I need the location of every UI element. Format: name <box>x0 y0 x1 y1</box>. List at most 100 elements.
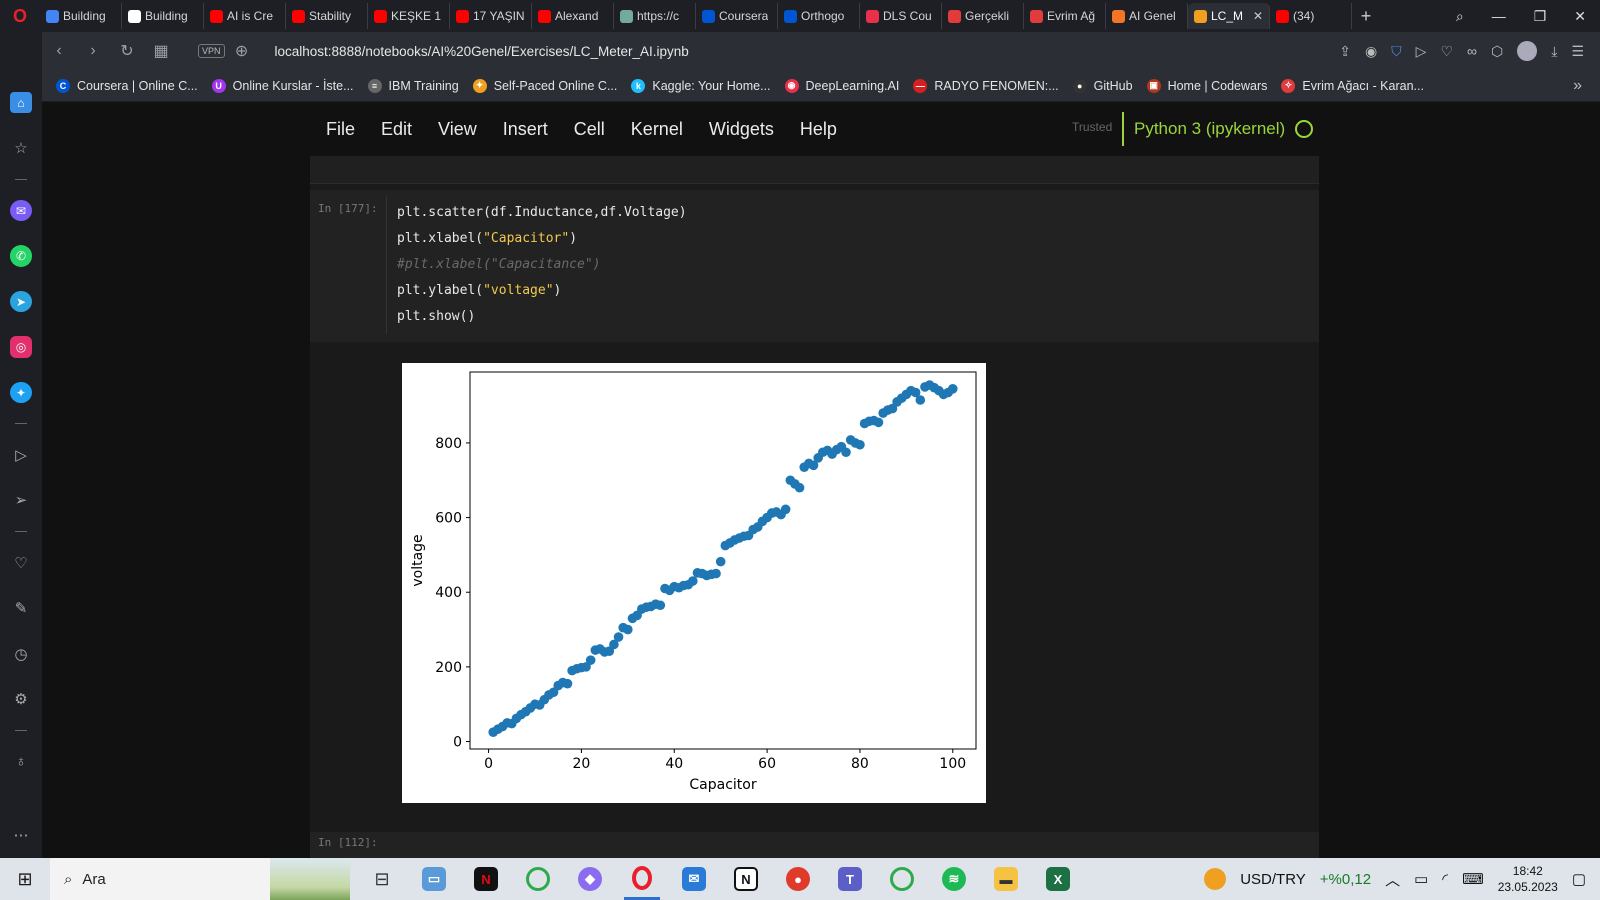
restore-button[interactable]: ❐ <box>1533 7 1547 24</box>
excel-icon[interactable]: X <box>1040 858 1076 900</box>
currency-widget-icon[interactable] <box>1204 868 1227 890</box>
menu-item-kernel[interactable]: Kernel <box>630 118 683 139</box>
teams-icon[interactable]: T <box>832 858 868 900</box>
messenger-icon[interactable]: ✉ <box>10 199 32 222</box>
notifications-icon[interactable]: ▢ <box>1571 871 1586 888</box>
site-info-icon[interactable]: ⊕ <box>234 43 249 60</box>
vpn-badge[interactable]: VPN <box>198 44 225 58</box>
next-code-cell[interactable]: In [112]: <box>310 832 1319 858</box>
browser-tab[interactable]: Gerçekli <box>942 3 1024 29</box>
sync-app-icon[interactable] <box>884 858 920 900</box>
keyboard-icon[interactable]: ⌨ <box>1462 871 1484 888</box>
reload-button[interactable]: ↻ <box>120 43 134 60</box>
browser-tab[interactable]: (34) <box>1270 3 1352 29</box>
new-tab-button[interactable]: + <box>1360 5 1372 26</box>
bookmarks-star-icon[interactable]: ☆ <box>14 140 28 158</box>
spotify-icon[interactable]: ≋ <box>936 858 972 900</box>
browser-tab[interactable]: 17 YAŞIN <box>450 3 532 29</box>
history-icon[interactable]: ◷ <box>14 645 28 663</box>
tab-overview-icon[interactable]: ▦ <box>153 43 169 60</box>
minimize-button[interactable]: — <box>1491 8 1506 24</box>
currency-change[interactable]: +%0,12 <box>1319 870 1372 888</box>
menu-item-view[interactable]: View <box>438 118 477 139</box>
currency-pair[interactable]: USD/TRY <box>1240 870 1306 888</box>
browser-tab[interactable]: Evrim Ağ <box>1024 3 1106 29</box>
refresh-app-icon[interactable] <box>520 858 556 900</box>
code-editor[interactable]: plt.scatter(df.Inductance,df.Voltage) plt… <box>386 196 1311 334</box>
browser-tab[interactable]: Building <box>40 3 122 29</box>
close-tab-icon[interactable]: ✕ <box>1252 9 1263 23</box>
back-button[interactable]: ‹ <box>56 42 62 59</box>
browser-tab[interactable]: KEŞKE 1 <box>368 3 450 29</box>
previous-cell[interactable] <box>310 156 1319 184</box>
home-icon[interactable]: ⌂ <box>10 92 32 114</box>
bookmark-item[interactable]: k Kaggle: Your Home... <box>631 78 771 93</box>
twitter-icon[interactable]: ✦ <box>10 381 32 404</box>
player-icon[interactable]: ▷ <box>15 446 27 464</box>
snapshot-icon[interactable]: ◉ <box>1364 42 1378 59</box>
instagram-icon[interactable]: ◎ <box>10 336 32 358</box>
copilot-app-icon[interactable]: ◆ <box>572 858 608 900</box>
netflix-icon[interactable]: N <box>468 858 504 900</box>
download-icon[interactable]: ⤓ <box>1551 42 1558 59</box>
my-flow-icon[interactable]: ➢ <box>14 492 28 510</box>
forward-button[interactable]: › <box>90 42 96 59</box>
extensions-icon[interactable]: ⬡ <box>1491 42 1504 59</box>
kernel-name[interactable]: Python 3 (ipykernel) <box>1134 119 1286 138</box>
browser-tab[interactable]: AI is Cre <box>204 3 286 29</box>
browser-tab[interactable]: Stability <box>286 3 368 29</box>
menu-item-insert[interactable]: Insert <box>502 118 548 139</box>
bookmark-item[interactable]: ≡ IBM Training <box>367 78 459 93</box>
aria-icon[interactable]: ∞ <box>1467 43 1477 59</box>
settings-gear-icon[interactable]: ⚙ <box>14 691 28 709</box>
file-explorer-icon[interactable]: ▬ <box>988 858 1024 900</box>
browser-tab[interactable]: Coursera <box>696 3 778 29</box>
telegram-icon[interactable]: ➤ <box>10 290 32 313</box>
tray-chevron-icon[interactable]: ︿ <box>1385 871 1401 889</box>
opera-taskbar-icon[interactable] <box>624 858 660 900</box>
tips-bulb-icon[interactable]: ♁ <box>15 753 27 771</box>
menu-item-widgets[interactable]: Widgets <box>708 118 774 139</box>
bookmark-item[interactable]: U Online Kurslar - İste... <box>211 78 354 93</box>
menu-item-edit[interactable]: Edit <box>381 118 413 139</box>
easy-setup-icon[interactable]: ☰ <box>1571 42 1584 59</box>
computer-icon[interactable]: ▭ <box>416 858 452 900</box>
browser-tab[interactable]: AI Genel <box>1106 3 1188 29</box>
browser-tab[interactable]: LC_M ✕ <box>1188 3 1270 29</box>
bookmark-item[interactable]: ● GitHub <box>1072 78 1133 93</box>
task-view-icon[interactable]: ⊟ <box>374 868 390 889</box>
opera-menu-icon[interactable]: O <box>12 5 27 26</box>
notion-icon[interactable]: N <box>728 858 764 900</box>
start-windows-icon[interactable]: ⊞ <box>17 868 33 889</box>
browser-tab[interactable]: Orthogo <box>778 3 860 29</box>
bookmark-item[interactable]: ◉ DeepLearning.AI <box>784 78 899 93</box>
tab-search-icon[interactable]: ⌕ <box>1455 7 1464 24</box>
browser-tab[interactable]: DLS Cou <box>860 3 942 29</box>
bookmark-item[interactable]: C Coursera | Online C... <box>56 78 198 93</box>
pinboard-heart-icon[interactable]: ♡ <box>14 554 28 572</box>
url-field[interactable]: localhost:8888/notebooks/AI%20Genel/Exer… <box>274 43 689 59</box>
browser-tab[interactable]: Building <box>122 3 204 29</box>
code-cell[interactable]: In [177]: plt.scatter(df.Inductance,df.V… <box>310 190 1319 342</box>
wifi-icon[interactable]: ◜ <box>1442 871 1449 888</box>
bookmark-heart-icon[interactable]: ♡ <box>1440 42 1454 59</box>
bookmarks-overflow-icon[interactable]: » <box>1573 76 1582 94</box>
taskbar-clock[interactable]: 18:42 23.05.2023 <box>1498 863 1558 895</box>
sidebar-more-icon[interactable]: ⋯ <box>13 827 29 845</box>
bookmark-item[interactable]: — RADYO FENOMEN:... <box>913 78 1059 93</box>
browser-tab[interactable]: Alexand <box>532 3 614 29</box>
menu-item-file[interactable]: File <box>326 118 356 139</box>
menu-item-cell[interactable]: Cell <box>573 118 605 139</box>
shield-icon[interactable]: ⛉ <box>1391 42 1402 59</box>
kernel-indicator[interactable]: Python 3 (ipykernel) <box>1122 112 1314 146</box>
whatsapp-icon[interactable]: ✆ <box>10 245 32 267</box>
battery-icon[interactable]: ▭ <box>1414 871 1429 888</box>
close-window-button[interactable]: ✕ <box>1574 7 1586 24</box>
bookmark-item[interactable]: ✧ Evrim Ağacı - Karan... <box>1281 78 1424 93</box>
profile-avatar[interactable] <box>1517 41 1538 61</box>
menu-item-help[interactable]: Help <box>799 118 837 139</box>
send-icon[interactable]: ▷ <box>1415 42 1427 59</box>
notes-icon[interactable]: ✎ <box>14 600 28 618</box>
tomato-timer-icon[interactable]: ● <box>780 858 816 900</box>
trusted-indicator[interactable]: Trusted <box>1072 120 1113 134</box>
